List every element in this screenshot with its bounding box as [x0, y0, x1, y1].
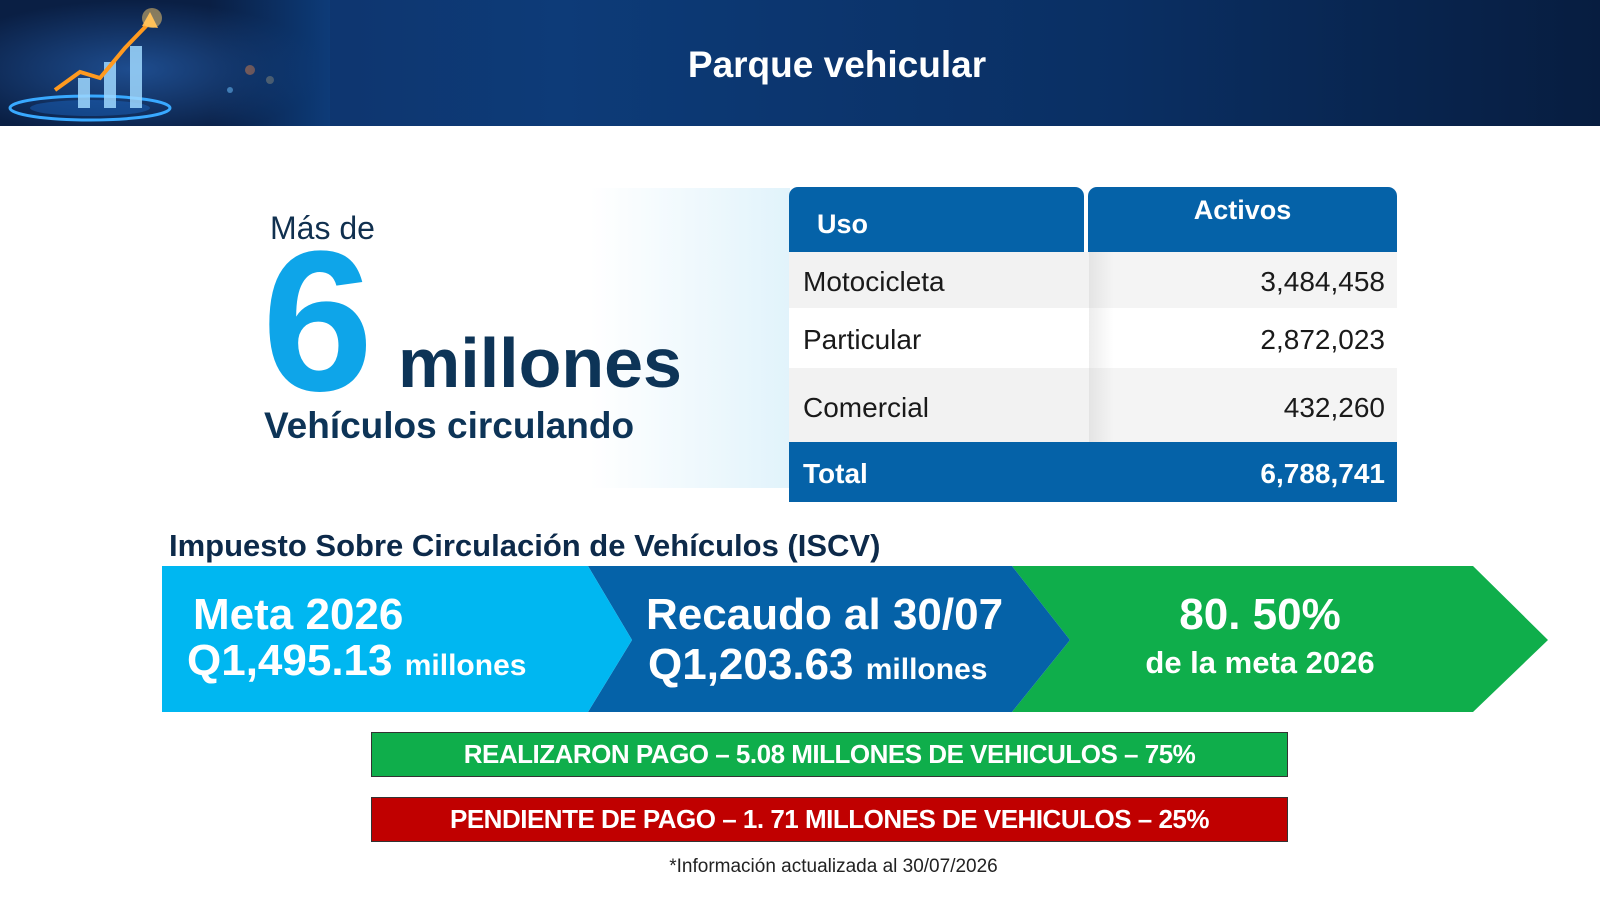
- row-activos: 3,484,458: [1260, 266, 1385, 297]
- paid-status-bar: REALIZARON PAGO – 5.08 MILLONES DE VEHIC…: [371, 732, 1288, 777]
- total-label: Total: [803, 458, 868, 489]
- iscv-title: Impuesto Sobre Circulación de Vehículos …: [169, 528, 881, 563]
- footnote: *Información actualizada al 30/07/2026: [669, 856, 998, 877]
- hero-prefix: Más de: [270, 210, 375, 246]
- page-title: Parque vehicular: [687, 44, 987, 85]
- hero-background: [590, 188, 790, 488]
- meta-chevron: [162, 566, 632, 712]
- meta-amount: Q1,495.13 millones: [187, 636, 526, 686]
- header-banner: Parque vehicular: [0, 0, 1600, 126]
- table-total-row: Total 6,788,741: [789, 442, 1397, 502]
- pending-status-bar: PENDIENTE DE PAGO – 1. 71 MILLONES DE VE…: [371, 797, 1288, 842]
- avance-chevron: [1012, 566, 1548, 712]
- meta-amount-value: Q1,495.13: [187, 636, 393, 685]
- table-row: Motocicleta 3,484,458: [789, 252, 1397, 308]
- hero-caption: Vehículos circulando: [264, 405, 635, 446]
- avance-caption: de la meta 2026: [1145, 645, 1375, 680]
- hero-unit: millones: [398, 324, 682, 402]
- hero-number: 6: [262, 210, 374, 433]
- recaudo-amount: Q1,203.63 millones: [648, 640, 987, 690]
- table-header-uso-label: Uso: [817, 209, 869, 239]
- row-activos: 432,260: [1283, 392, 1385, 423]
- row-uso: Particular: [803, 324, 922, 355]
- total-value: 6,788,741: [1260, 458, 1385, 489]
- table-header-uso: Uso: [789, 187, 1084, 252]
- row-uso: Motocicleta: [803, 266, 945, 297]
- recaudo-amount-value: Q1,203.63: [648, 640, 854, 689]
- meta-title: Meta 2026: [193, 590, 404, 639]
- avance-percent: 80. 50%: [1179, 590, 1341, 639]
- table-header-activos-label: Activos: [1193, 195, 1292, 225]
- row-activos: 2,872,023: [1260, 324, 1385, 355]
- growth-chart-image: [0, 0, 330, 126]
- recaudo-chevron: [588, 566, 1070, 712]
- meta-amount-unit: millones: [404, 649, 527, 682]
- row-uso: Comercial: [803, 392, 930, 423]
- table-row: Comercial 432,260: [789, 368, 1397, 442]
- table-header-activos: Activos: [1088, 187, 1397, 252]
- recaudo-title: Recaudo al 30/07: [646, 590, 1004, 639]
- table-row: Particular 2,872,023: [789, 308, 1397, 368]
- recaudo-amount-unit: millones: [865, 653, 988, 686]
